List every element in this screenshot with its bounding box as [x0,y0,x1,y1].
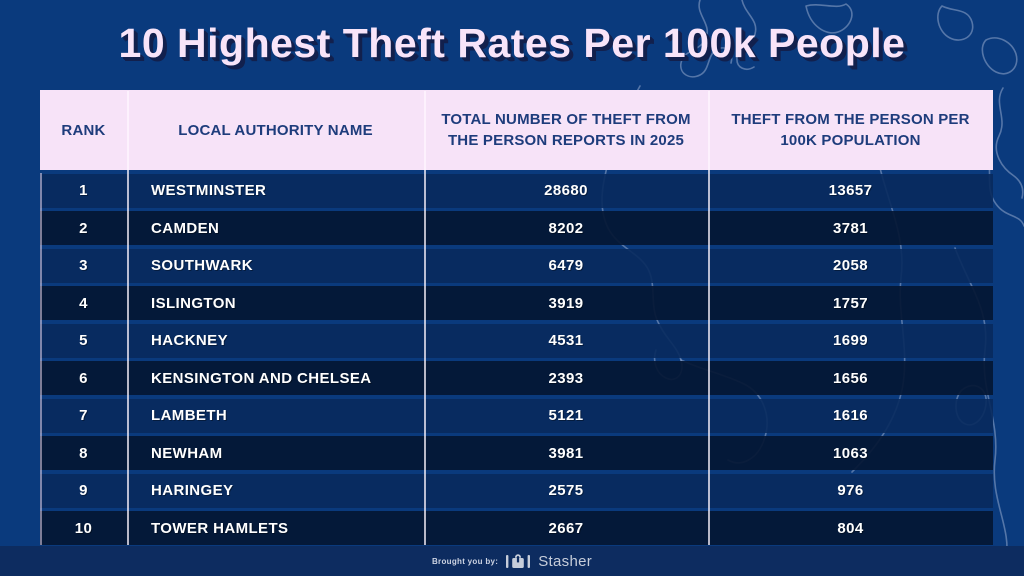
table-row: 5 HACKNEY 4531 1699 [40,323,993,358]
brought-by-label: Brought you by: [431,556,499,566]
per100k-cell: 1699 [833,332,868,349]
per100k-cell: 1656 [833,369,868,387]
reports-cell: 6479 [548,257,584,274]
column-divider-1 [127,91,129,545]
rank-cell: 5 [79,332,88,349]
rank-cell: 10 [74,519,93,537]
table-row: 2 CAMDEN 8202 3781 [40,211,993,245]
column-divider-3 [708,91,710,545]
name-cell: HARINGEY [151,482,234,499]
table-row: 7 LAMBETH 5121 1616 [40,398,993,433]
rank-cell: 7 [79,407,88,424]
brand-name: Stasher [538,552,593,570]
name-cell: CAMDEN [151,219,220,237]
rank-cell: 3 [79,257,88,274]
per100k-cell: 3781 [833,219,868,237]
column-header-name: LOCAL AUTHORITY NAME [178,121,373,139]
table-header-row: RANK LOCAL AUTHORITY NAME TOTAL NUMBER O… [40,90,993,170]
rank-cell: 4 [79,294,88,312]
rank-cell: 9 [79,482,88,499]
per100k-cell: 976 [837,482,864,499]
name-cell: KENSINGTON AND CHELSEA [151,369,372,387]
per100k-cell: 1757 [833,294,868,312]
stasher-bag-icon [506,553,531,570]
table-row: 9 HARINGEY 2575 976 [40,473,993,508]
per100k-cell: 1063 [833,444,868,462]
reports-cell: 4531 [548,332,584,349]
table-row: 10 TOWER HAMLETS 2667 804 [40,511,993,545]
column-header-rank: RANK [61,121,106,139]
per100k-cell: 2058 [833,257,868,274]
name-cell: ISLINGTON [151,294,236,312]
reports-cell: 2575 [548,482,584,499]
reports-cell: 2667 [548,519,584,537]
page-title: 10 Highest Theft Rates Per 100k People [118,20,906,66]
per100k-cell: 13657 [828,182,873,199]
rank-cell: 1 [79,182,88,199]
name-cell: TOWER HAMLETS [151,519,289,537]
reports-cell: 8202 [548,219,584,237]
reports-cell: 3981 [548,444,584,462]
per100k-cell: 1616 [833,407,868,424]
table-row: 3 SOUTHWARK 6479 2058 [40,248,993,283]
name-cell: NEWHAM [151,444,223,462]
name-cell: HACKNEY [151,332,228,349]
reports-cell: 28680 [544,182,588,199]
rank-cell: 8 [79,444,88,462]
table-row: 8 NEWHAM 3981 1063 [40,436,993,470]
name-cell: WESTMINSTER [151,182,267,199]
table-row: 1 WESTMINSTER 28680 13657 [40,173,993,208]
table-row: 6 KENSINGTON AND CHELSEA 2393 1656 [40,361,993,395]
column-header-reports: TOTAL NUMBER OF THEFT FROM THE PERSON RE… [441,111,691,149]
reports-cell: 5121 [548,407,584,424]
column-divider-2 [424,91,426,545]
table-left-edge-line [40,173,42,545]
theft-rates-table: RANK LOCAL AUTHORITY NAME TOTAL NUMBER O… [40,90,993,549]
name-cell: LAMBETH [151,407,228,424]
footer-bar: Brought you by: Stasher [0,546,1024,576]
reports-cell: 3919 [548,294,584,312]
column-header-per100k: THEFT FROM THE PERSON PER 100K POPULATIO… [731,111,970,149]
rank-cell: 2 [79,219,88,237]
table-body: 1 WESTMINSTER 28680 13657 2 CAMDEN 8202 … [40,173,993,545]
name-cell: SOUTHWARK [151,257,253,274]
per100k-cell: 804 [837,519,864,537]
rank-cell: 6 [79,369,88,387]
reports-cell: 2393 [548,369,584,387]
table-row: 4 ISLINGTON 3919 1757 [40,286,993,320]
